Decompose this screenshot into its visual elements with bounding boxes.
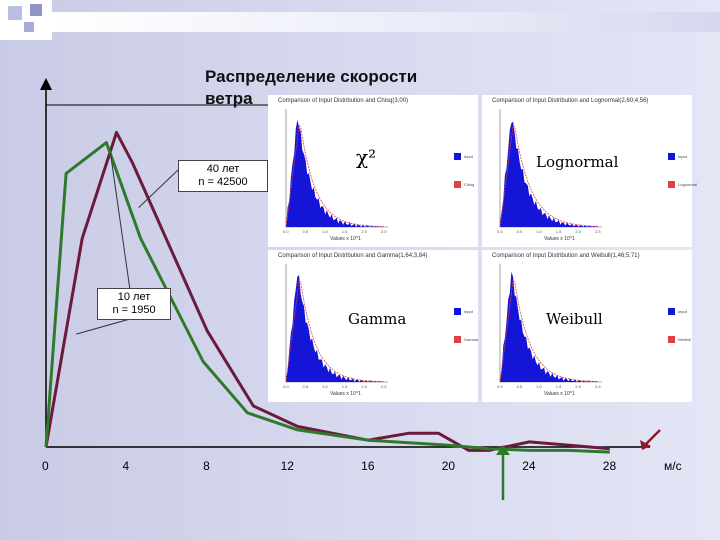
- panel-title: Comparison of Input Distribution and Gam…: [278, 253, 428, 259]
- distribution-name-label: Weibull: [546, 310, 603, 328]
- corner-decoration: [0, 0, 720, 40]
- legend-label: Weibull: [678, 337, 692, 342]
- panel-tick-label: 0.0: [283, 229, 289, 234]
- fitted-distribution-curve: [285, 124, 385, 228]
- legend-swatch: [454, 153, 461, 160]
- fit-panel-1: Comparison of Input Distribution and Chi…: [268, 95, 478, 247]
- callout-leader-line: [138, 169, 179, 208]
- distribution-name-label: Lognormal: [536, 153, 619, 171]
- fit-panel-4: Comparison of Input Distribution and Wei…: [482, 250, 692, 402]
- legend-label: Input: [678, 309, 687, 314]
- x-tick-label: 12: [280, 459, 294, 473]
- fitted-distribution-curve: [285, 279, 385, 383]
- input-histogram-area: [286, 120, 384, 227]
- legend-label: Gamma: [464, 337, 479, 342]
- panel-tick-label: 2.0: [575, 384, 581, 389]
- panel-tick-label: 2.5: [381, 384, 387, 389]
- callout-leader-line: [109, 152, 131, 291]
- panel-tick-label: 2.0: [575, 229, 581, 234]
- green-indicator-arrowhead: [496, 445, 510, 455]
- panel-x-label: Values x 10^1: [544, 391, 575, 397]
- panel-plot: [285, 109, 388, 228]
- panel-tick-label: 2.5: [595, 229, 601, 234]
- panel-tick-label: 1.0: [322, 229, 328, 234]
- chart-title: Распределение скорости ветра: [205, 67, 418, 108]
- panel-title: Comparison of Input Distribution and Wei…: [492, 253, 640, 259]
- panel-tick-label: 0.0: [497, 229, 503, 234]
- panel-x-label: Values x 10^1: [330, 391, 361, 397]
- legend-swatch: [668, 336, 675, 343]
- x-tick-label: 0: [42, 459, 49, 473]
- panel-tick-label: 0.5: [516, 229, 523, 234]
- panel-tick-label: 2.0: [361, 229, 367, 234]
- input-histogram-area: [500, 121, 598, 227]
- legend-swatch: [454, 308, 461, 315]
- fitted-distribution-curve: [499, 279, 599, 383]
- panel-plot: [499, 109, 602, 228]
- panel-tick-label: 1.0: [536, 384, 542, 389]
- fit-panel-3: Comparison of Input Distribution and Gam…: [268, 250, 478, 402]
- panel-plot: [285, 264, 388, 383]
- legend-label: Lognormal: [678, 182, 697, 187]
- panel-tick-label: 0.5: [516, 384, 523, 389]
- panel-tick-label: 1.5: [555, 229, 562, 234]
- x-tick-label: 20: [441, 459, 456, 473]
- x-tick-label: 4: [122, 459, 130, 473]
- legend-swatch: [454, 336, 461, 343]
- callout-leader-line: [76, 318, 131, 335]
- legend-swatch: [454, 181, 461, 188]
- panel-tick-label: 0.5: [302, 229, 309, 234]
- input-histogram-area: [286, 275, 384, 382]
- x-tick-label: 16: [361, 459, 375, 473]
- panel-tick-label: 1.5: [341, 384, 348, 389]
- x-tick-label: 8: [203, 459, 210, 473]
- red-indicator-arrowhead: [640, 440, 651, 450]
- x-unit-label: м/с: [664, 459, 682, 473]
- input-histogram-area: [500, 271, 598, 382]
- panel-x-label: Values x 10^1: [544, 236, 575, 242]
- panel-tick-label: 2.5: [381, 229, 387, 234]
- panel-tick-label: 0.5: [302, 384, 309, 389]
- legend-label: Input: [464, 154, 473, 159]
- callout-40-years: 40 лет n = 42500: [178, 160, 268, 192]
- panel-tick-label: 2.5: [595, 384, 601, 389]
- panel-tick-label: 0.0: [497, 384, 503, 389]
- panel-tick-label: 2.0: [361, 384, 367, 389]
- legend-label: Chisq: [464, 182, 475, 187]
- panel-title: Comparison of Input Distribution and Chi…: [278, 98, 409, 104]
- panel-tick-label: 1.5: [341, 229, 348, 234]
- panel-x-label: Values x 10^1: [330, 236, 361, 242]
- fitted-distribution-curve: [499, 125, 598, 228]
- distribution-name-label: Gamma: [348, 310, 407, 328]
- legend-label: Input: [678, 154, 687, 159]
- fit-panel-2: Comparison of Input Distribution and Log…: [482, 95, 697, 247]
- legend-swatch: [668, 153, 675, 160]
- panel-tick-label: 1.0: [536, 229, 542, 234]
- red-indicator-arrow: [645, 429, 661, 445]
- panel-title: Comparison of Input Distribution and Log…: [492, 98, 649, 104]
- distribution-name-label: χ²: [356, 145, 377, 169]
- panel-plot: [499, 264, 602, 383]
- legend-swatch: [668, 308, 675, 315]
- panel-tick-label: 1.5: [555, 384, 562, 389]
- panel-tick-label: 1.0: [322, 384, 328, 389]
- x-tick-label: 24: [522, 459, 536, 473]
- x-tick-label: 28: [602, 459, 617, 473]
- legend-label: Input: [464, 309, 473, 314]
- panel-tick-label: 0.0: [283, 384, 289, 389]
- callout-10-years: 10 лет n = 1950: [97, 288, 171, 320]
- legend-swatch: [668, 181, 675, 188]
